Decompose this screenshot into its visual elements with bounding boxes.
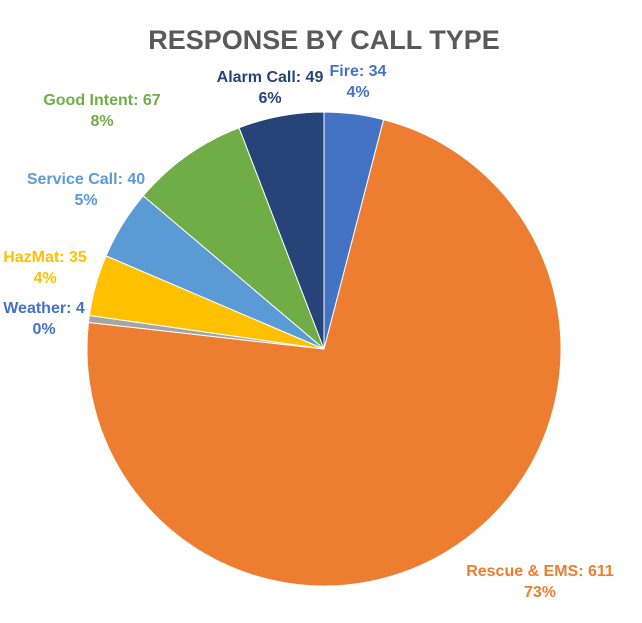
percent-label: 5% [74, 192, 97, 209]
data-label: HazMat: 35 [3, 249, 87, 266]
percent-label: 4% [33, 270, 56, 287]
data-label: Fire: 34 [330, 63, 387, 80]
data-label: Alarm Call: 49 [217, 69, 324, 86]
percent-label: 8% [90, 113, 113, 130]
data-label: Good Intent: 67 [43, 92, 160, 109]
percent-label: 0% [32, 321, 55, 338]
data-label: Service Call: 40 [27, 171, 145, 188]
pie-slice [238, 111, 325, 350]
percent-label: 4% [346, 84, 369, 101]
data-label: Rescue & EMS: 611 [466, 563, 614, 580]
percent-label: 73% [524, 584, 556, 601]
pie-slice [86, 119, 562, 587]
data-label: Weather: 4 [3, 300, 85, 317]
percent-label: 6% [258, 90, 281, 107]
chart-title: RESPONSE BY CALL TYPE [148, 25, 500, 55]
pie-slice [142, 127, 325, 350]
